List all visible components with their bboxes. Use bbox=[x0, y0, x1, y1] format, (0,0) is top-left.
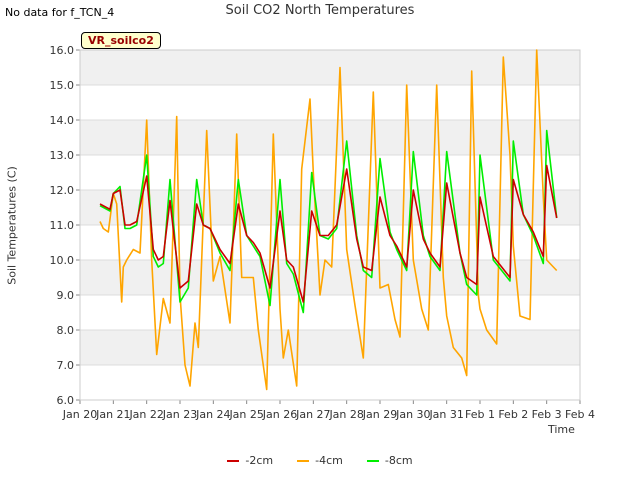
plot-border bbox=[79, 49, 581, 401]
x-tick-label: Jan 24 bbox=[195, 408, 230, 421]
y-tick-label: 6.0 bbox=[57, 394, 75, 407]
legend-swatch-8cm bbox=[366, 459, 379, 462]
legend-label-8cm: -8cm bbox=[384, 454, 413, 467]
series-line-neg2cm bbox=[99, 164, 558, 303]
x-axis-label: Time bbox=[548, 423, 575, 436]
station-badge: VR_soilco2 bbox=[81, 32, 161, 49]
legend: -2cm -4cm -8cm bbox=[0, 454, 640, 467]
y-tick-label: 11.0 bbox=[50, 219, 75, 232]
x-tick-label: Feb 1 bbox=[465, 408, 495, 421]
x-tick-label: Jan 31 bbox=[428, 408, 463, 421]
y-tick-label: 14.0 bbox=[50, 114, 75, 127]
chart-title: Soil CO2 North Temperatures bbox=[225, 3, 415, 18]
y-tick-label: 10.0 bbox=[50, 254, 75, 267]
y-tick-label: 7.0 bbox=[57, 359, 75, 372]
legend-item-4cm: -4cm bbox=[297, 454, 343, 467]
series-line-neg4cm bbox=[99, 49, 558, 391]
y-tick-label: 16.0 bbox=[50, 44, 75, 57]
grid-band bbox=[80, 50, 580, 85]
grid-band bbox=[80, 120, 580, 155]
legend-swatch-4cm bbox=[297, 459, 310, 462]
x-tick-label: Feb 4 bbox=[565, 408, 595, 421]
x-tick-label: Jan 27 bbox=[295, 408, 330, 421]
x-tick-label: Jan 22 bbox=[128, 408, 163, 421]
y-tick-label: 9.0 bbox=[57, 289, 75, 302]
legend-swatch-2cm bbox=[227, 459, 240, 462]
no-data-notice: No data for f_TCN_4 bbox=[5, 6, 115, 19]
y-tick-label: 13.0 bbox=[50, 149, 75, 162]
x-tick-label: Jan 30 bbox=[395, 408, 430, 421]
y-tick-label: 8.0 bbox=[57, 324, 75, 337]
y-tick-label: 12.0 bbox=[50, 184, 75, 197]
x-tick-label: Jan 26 bbox=[262, 408, 297, 421]
legend-item-8cm: -8cm bbox=[366, 454, 413, 467]
grid-band bbox=[80, 190, 580, 225]
y-axis-label: Soil Temperatures (C) bbox=[5, 166, 19, 285]
x-tick-label: Jan 21 bbox=[95, 408, 130, 421]
x-tick-label: Jan 28 bbox=[328, 408, 363, 421]
x-tick-label: Jan 29 bbox=[362, 408, 397, 421]
x-tick-label: Jan 25 bbox=[228, 408, 263, 421]
x-tick-label: Feb 2 bbox=[498, 408, 528, 421]
y-tick-label: 15.0 bbox=[50, 79, 75, 92]
x-tick-label: Jan 23 bbox=[162, 408, 197, 421]
legend-item-2cm: -2cm bbox=[227, 454, 273, 467]
legend-label-4cm: -4cm bbox=[315, 454, 343, 467]
x-tick-label: Feb 3 bbox=[532, 408, 562, 421]
legend-label-2cm: -2cm bbox=[245, 454, 274, 467]
x-tick-label: Jan 20 bbox=[62, 408, 97, 421]
